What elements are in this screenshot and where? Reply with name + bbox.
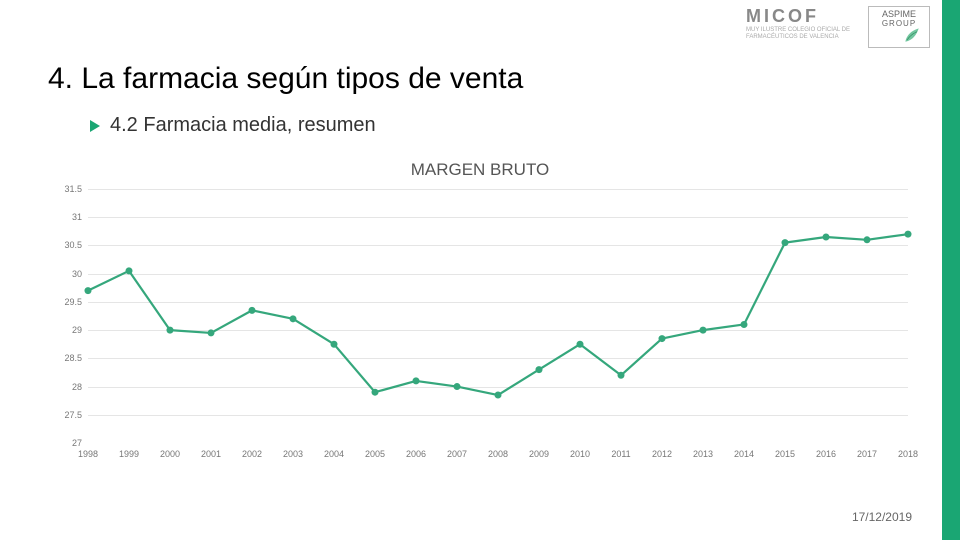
footer-date: 17/12/2019 <box>852 510 912 524</box>
logo-micof-sub: MUY ILUSTRE COLEGIO OFICIAL DE FARMACÉUT… <box>746 27 856 40</box>
chart-marker <box>618 372 625 379</box>
chart-marker <box>905 231 912 238</box>
page-title: 4. La farmacia según tipos de venta <box>48 62 523 96</box>
chart-title: MARGEN BRUTO <box>0 160 960 180</box>
chart-marker <box>495 392 502 399</box>
chart-marker <box>249 307 256 314</box>
chart-marker <box>782 239 789 246</box>
chart-marker <box>659 335 666 342</box>
chart-marker <box>823 233 830 240</box>
logo-micof: MICOF MUY ILUSTRE COLEGIO OFICIAL DE FAR… <box>746 6 856 40</box>
logo-micof-name: MICOF <box>746 6 856 27</box>
subtitle-row: 4.2 Farmacia media, resumen <box>90 114 376 137</box>
leaf-icon <box>901 25 923 45</box>
chart-marker <box>85 287 92 294</box>
chart-marker <box>167 327 174 334</box>
chart-svg <box>54 185 918 465</box>
logo-aspime-l1: ASPIME <box>882 10 916 19</box>
chart-marker <box>372 389 379 396</box>
chart-marker <box>413 377 420 384</box>
subtitle: 4.2 Farmacia media, resumen <box>110 114 376 137</box>
chart-marker <box>331 341 338 348</box>
chart-marker <box>577 341 584 348</box>
play-bullet-icon <box>90 120 100 132</box>
chart-marker <box>700 327 707 334</box>
chart-marker <box>864 236 871 243</box>
accent-bar <box>942 0 960 540</box>
logo-row: MICOF MUY ILUSTRE COLEGIO OFICIAL DE FAR… <box>746 6 930 48</box>
chart-marker <box>208 329 215 336</box>
logo-aspime: ASPIME GROUP <box>868 6 930 48</box>
chart-marker <box>290 315 297 322</box>
chart-line <box>88 234 908 395</box>
chart-marker <box>741 321 748 328</box>
slide-root: MICOF MUY ILUSTRE COLEGIO OFICIAL DE FAR… <box>0 0 960 540</box>
chart-area: 2727.52828.52929.53030.53131.51998199920… <box>54 185 918 465</box>
chart-marker <box>454 383 461 390</box>
chart-marker <box>126 267 133 274</box>
chart-marker <box>536 366 543 373</box>
